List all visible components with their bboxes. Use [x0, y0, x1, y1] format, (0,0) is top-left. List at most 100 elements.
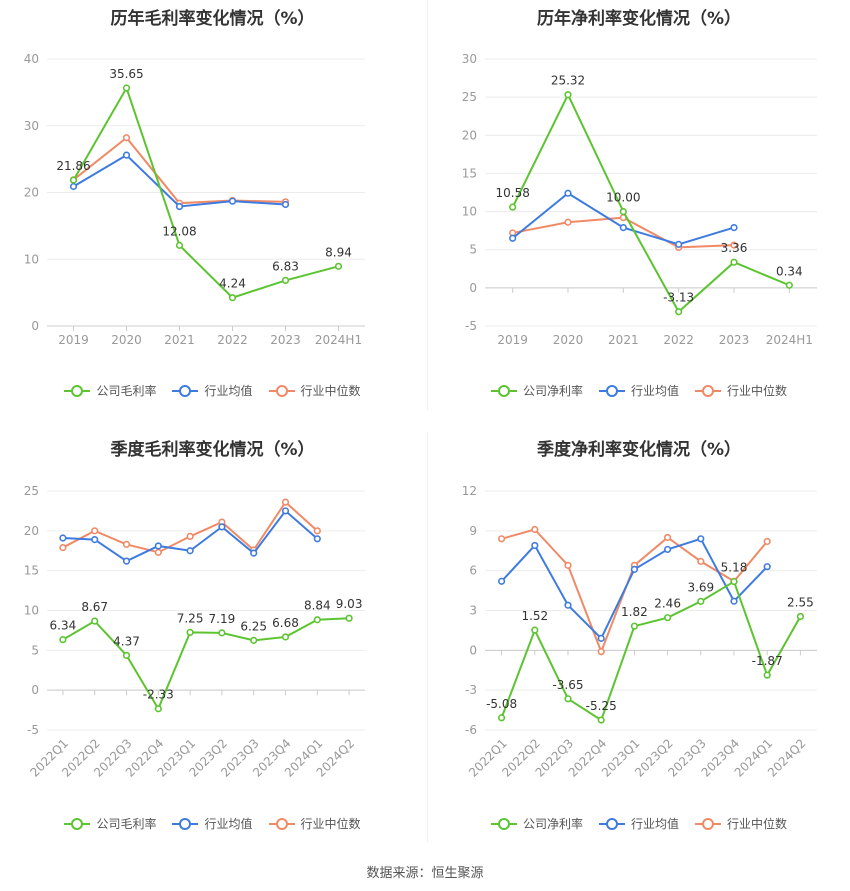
legend-item-median[interactable]: 行业中位数 [268, 382, 361, 399]
data-point-median[interactable] [497, 535, 506, 543]
data-point-company[interactable] [730, 258, 738, 266]
data-point-avg[interactable] [564, 601, 572, 609]
data-point-avg[interactable] [597, 634, 605, 642]
data-point-avg[interactable] [186, 547, 194, 555]
data-point-company[interactable] [218, 629, 226, 637]
data-point-median[interactable] [730, 241, 738, 249]
data-label: 6.68 [272, 616, 299, 630]
data-point-avg[interactable] [531, 541, 539, 550]
data-point-avg[interactable] [281, 200, 290, 209]
data-point-median[interactable] [531, 525, 539, 534]
legend-item-avg[interactable]: 行业均值 [598, 382, 679, 399]
data-point-median[interactable] [59, 543, 67, 552]
data-label: 12.08 [162, 224, 196, 238]
data-point-avg[interactable] [664, 545, 672, 554]
data-label: 8.94 [325, 245, 352, 259]
data-point-median[interactable] [154, 548, 162, 556]
data-point-avg[interactable] [675, 240, 683, 248]
data-point-avg[interactable] [730, 223, 738, 232]
data-point-avg[interactable] [69, 182, 78, 191]
data-point-company[interactable] [597, 716, 605, 724]
data-point-company[interactable] [497, 714, 506, 722]
data-point-company[interactable] [122, 84, 131, 92]
data-point-avg[interactable] [122, 557, 131, 565]
y-tick-label: 30 [462, 52, 477, 66]
data-point-company[interactable] [675, 308, 683, 316]
data-point-avg[interactable] [122, 151, 131, 159]
data-point-median[interactable] [697, 557, 705, 565]
data-point-company[interactable] [345, 614, 353, 622]
data-point-company[interactable] [785, 281, 793, 289]
data-point-avg[interactable] [228, 197, 237, 205]
legend-item-company[interactable]: 公司净利率 [490, 815, 583, 832]
data-point-company[interactable] [664, 614, 672, 622]
data-point-median[interactable] [281, 498, 290, 506]
data-point-median[interactable] [186, 532, 194, 541]
chart-legend: 公司净利率 行业均值 行业中位数 [428, 815, 850, 832]
data-point-avg[interactable] [59, 534, 67, 542]
data-point-company[interactable] [122, 651, 131, 659]
data-point-company[interactable] [509, 203, 517, 211]
data-point-median[interactable] [564, 561, 572, 569]
data-point-avg[interactable] [730, 597, 738, 605]
data-point-company[interactable] [763, 671, 771, 679]
data-point-median[interactable] [564, 218, 572, 226]
data-point-company[interactable] [91, 617, 99, 625]
data-point-company[interactable] [334, 262, 343, 270]
data-point-avg[interactable] [697, 535, 705, 543]
legend-item-median[interactable]: 行业中位数 [695, 382, 787, 399]
data-point-median[interactable] [664, 533, 672, 542]
data-point-avg[interactable] [619, 223, 627, 232]
data-point-company[interactable] [59, 636, 67, 644]
data-point-company[interactable] [619, 207, 627, 216]
data-point-company[interactable] [228, 294, 237, 302]
data-point-avg[interactable] [564, 189, 572, 197]
data-point-avg[interactable] [763, 563, 771, 571]
data-point-median[interactable] [122, 134, 131, 142]
data-point-median[interactable] [763, 537, 771, 546]
data-point-avg[interactable] [313, 535, 321, 543]
data-point-median[interactable] [597, 648, 605, 656]
legend-item-median[interactable]: 行业中位数 [268, 815, 361, 832]
data-point-avg[interactable] [509, 234, 517, 242]
data-point-company[interactable] [796, 612, 805, 621]
data-point-avg[interactable] [497, 577, 506, 585]
legend-item-median[interactable]: 行业中位数 [695, 815, 787, 832]
data-point-company[interactable] [281, 276, 290, 285]
data-point-avg[interactable] [91, 535, 99, 544]
data-point-company[interactable] [697, 597, 705, 605]
legend-item-company[interactable]: 公司毛利率 [64, 815, 156, 832]
legend-swatch-icon [268, 384, 295, 397]
legend-item-avg[interactable]: 行业均值 [598, 815, 679, 832]
data-point-median[interactable] [313, 527, 321, 535]
legend-item-company[interactable]: 公司净利率 [490, 382, 583, 399]
legend-item-company[interactable]: 公司毛利率 [64, 382, 156, 399]
data-point-company[interactable] [69, 176, 78, 184]
data-point-company[interactable] [564, 91, 572, 99]
data-label: 1.82 [621, 605, 648, 619]
x-tick-label: 2019 [58, 333, 89, 347]
data-point-company[interactable] [531, 626, 539, 634]
data-point-median[interactable] [91, 527, 99, 535]
legend-item-avg[interactable]: 行业均值 [172, 382, 253, 399]
data-point-company[interactable] [730, 577, 738, 586]
data-point-company[interactable] [175, 241, 184, 249]
data-point-company[interactable] [250, 636, 258, 644]
data-point-avg[interactable] [281, 507, 290, 515]
data-point-company[interactable] [154, 705, 162, 713]
data-point-median[interactable] [122, 540, 131, 548]
data-point-company[interactable] [313, 616, 321, 624]
data-point-avg[interactable] [175, 202, 184, 211]
data-point-avg[interactable] [250, 549, 258, 557]
panel-divider-bottom [427, 432, 428, 842]
data-point-avg[interactable] [218, 523, 226, 531]
data-point-avg[interactable] [154, 542, 162, 550]
data-label: 8.67 [81, 600, 108, 614]
data-point-company[interactable] [564, 695, 572, 703]
data-point-company[interactable] [281, 633, 290, 641]
data-point-avg[interactable] [630, 565, 638, 573]
legend-item-avg[interactable]: 行业均值 [172, 815, 253, 832]
y-tick-label: 9 [469, 524, 477, 538]
data-point-company[interactable] [630, 622, 638, 630]
data-point-company[interactable] [186, 628, 194, 637]
